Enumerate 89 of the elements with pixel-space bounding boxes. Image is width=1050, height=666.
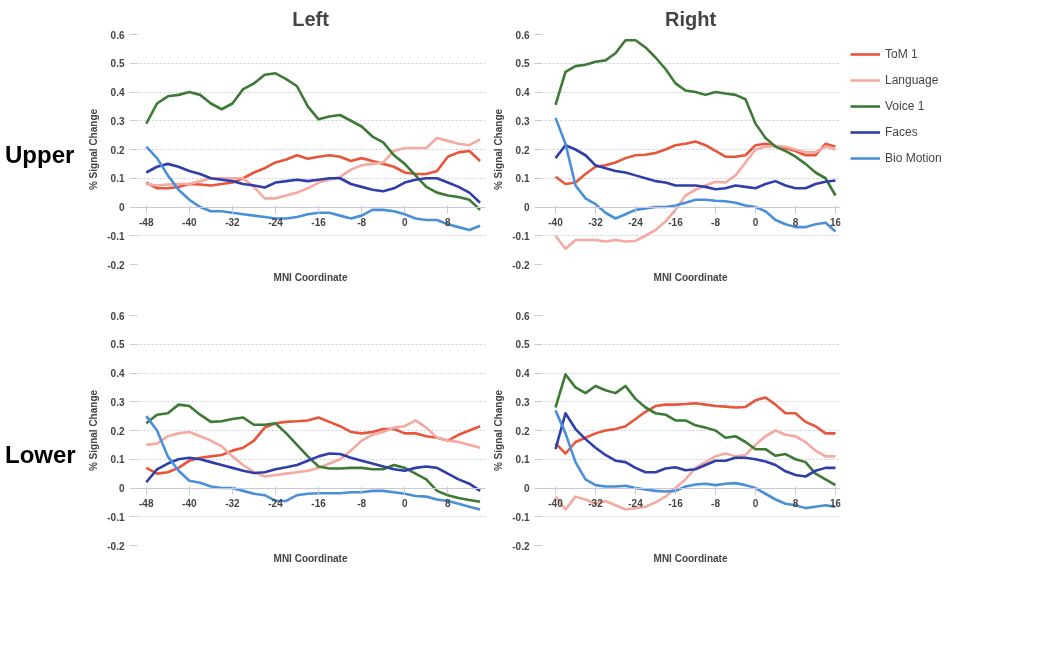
x-tick-label: 16 [829, 217, 842, 228]
x-tick-label: -40 [182, 217, 198, 228]
y-tick-label: 0.6 [110, 310, 125, 322]
x-axis-title: MNI Coordinate [653, 271, 728, 283]
x-tick-label: -32 [225, 217, 241, 228]
x-tick-label: -16 [668, 217, 684, 228]
y-tick-label: -0.2 [107, 540, 125, 552]
x-tick-label: -40 [548, 498, 564, 509]
x-tick-label: 0 [752, 217, 759, 228]
y-tick-label: 0.2 [515, 425, 530, 437]
y-tick-label: 0.1 [515, 173, 530, 185]
y-axis-title: % Signal Change [493, 108, 505, 191]
line-series [144, 162, 482, 204]
legend-label: Faces [885, 125, 918, 139]
y-tick-label: 0.3 [110, 115, 125, 127]
x-tick-label: -8 [711, 217, 721, 228]
legend-label: Language [885, 73, 939, 87]
legend-label: ToM 1 [885, 47, 918, 61]
x-tick-label: -8 [357, 498, 367, 509]
x-tick-label: 8 [792, 498, 799, 509]
x-axis-title: MNI Coordinate [273, 552, 348, 564]
x-tick-label: -32 [588, 498, 604, 509]
text: Upper [5, 139, 75, 170]
x-tick-label: -8 [711, 498, 721, 509]
y-tick-label: 0.5 [515, 339, 530, 351]
x-tick-label: -16 [311, 498, 327, 509]
y-tick-label: 0.6 [515, 310, 530, 322]
y-tick-label: 0.2 [515, 144, 530, 156]
line-series [554, 373, 837, 487]
x-tick-label: -48 [139, 498, 154, 509]
x-tick-label: -8 [357, 217, 367, 228]
line-series [554, 411, 837, 478]
y-axis-title: % Signal Change [88, 389, 100, 472]
y-axis-title: % Signal Change [493, 389, 505, 472]
y-tick-label: 0.4 [110, 368, 125, 379]
x-tick-label: 0 [401, 498, 408, 509]
x-tick-label: -40 [182, 498, 198, 509]
x-tick-label: 0 [401, 217, 408, 228]
y-tick-label: 0 [523, 483, 530, 494]
x-tick-label: -32 [225, 498, 241, 509]
y-tick-label: 0.5 [110, 58, 125, 70]
y-axis-title: % Signal Change [88, 108, 100, 191]
x-tick-label: 0 [752, 498, 759, 509]
text: Lower [5, 439, 76, 470]
y-tick-label: 0.1 [110, 173, 125, 185]
y-tick-label: 0.2 [110, 144, 125, 156]
line-series [554, 396, 837, 455]
x-tick-label: -16 [668, 498, 684, 509]
chart-title: Right [664, 7, 717, 30]
y-tick-label: -0.2 [512, 259, 530, 271]
y-tick-label: 0 [523, 202, 530, 213]
x-tick-label: -24 [628, 217, 644, 228]
y-tick-label: 0 [118, 483, 125, 494]
y-tick-label: 0.3 [515, 115, 530, 127]
x-tick-label: -32 [588, 217, 604, 228]
legend-label: Voice 1 [885, 99, 925, 113]
y-tick-label: -0.1 [512, 230, 530, 242]
y-tick-label: 0.4 [110, 87, 125, 98]
y-tick-label: 0 [118, 202, 125, 213]
x-tick-label: -40 [548, 217, 564, 228]
y-tick-label: -0.1 [512, 511, 530, 523]
y-tick-label: -0.2 [512, 540, 530, 552]
y-tick-label: 0.4 [515, 87, 530, 98]
y-tick-label: -0.2 [107, 259, 125, 271]
x-tick-label: -16 [311, 217, 327, 228]
y-tick-label: 0.4 [515, 368, 530, 379]
line-series [144, 72, 482, 212]
y-tick-label: 0.1 [515, 454, 530, 466]
x-tick-label: 8 [792, 217, 799, 228]
line-series [144, 452, 482, 493]
x-tick-label: -24 [268, 217, 284, 228]
x-axis-title: MNI Coordinate [653, 552, 728, 564]
x-tick-label: -24 [628, 498, 644, 509]
legend-label: Bio Motion [885, 151, 942, 165]
y-tick-label: 0.2 [110, 425, 125, 437]
y-tick-label: 0.3 [110, 396, 125, 408]
y-tick-label: -0.1 [107, 230, 125, 242]
y-tick-label: 0.5 [515, 58, 530, 70]
chart-title: Left [292, 7, 330, 30]
y-tick-label: 0.5 [110, 339, 125, 351]
x-tick-label: -48 [139, 217, 154, 228]
line-series [554, 38, 837, 197]
y-tick-label: 0.6 [110, 29, 125, 41]
y-tick-label: 0.3 [515, 396, 530, 408]
x-axis-title: MNI Coordinate [273, 271, 348, 283]
y-tick-label: -0.1 [107, 511, 125, 523]
x-tick-label: 16 [829, 498, 842, 509]
y-tick-label: 0.1 [110, 454, 125, 466]
y-tick-label: 0.6 [515, 29, 530, 41]
